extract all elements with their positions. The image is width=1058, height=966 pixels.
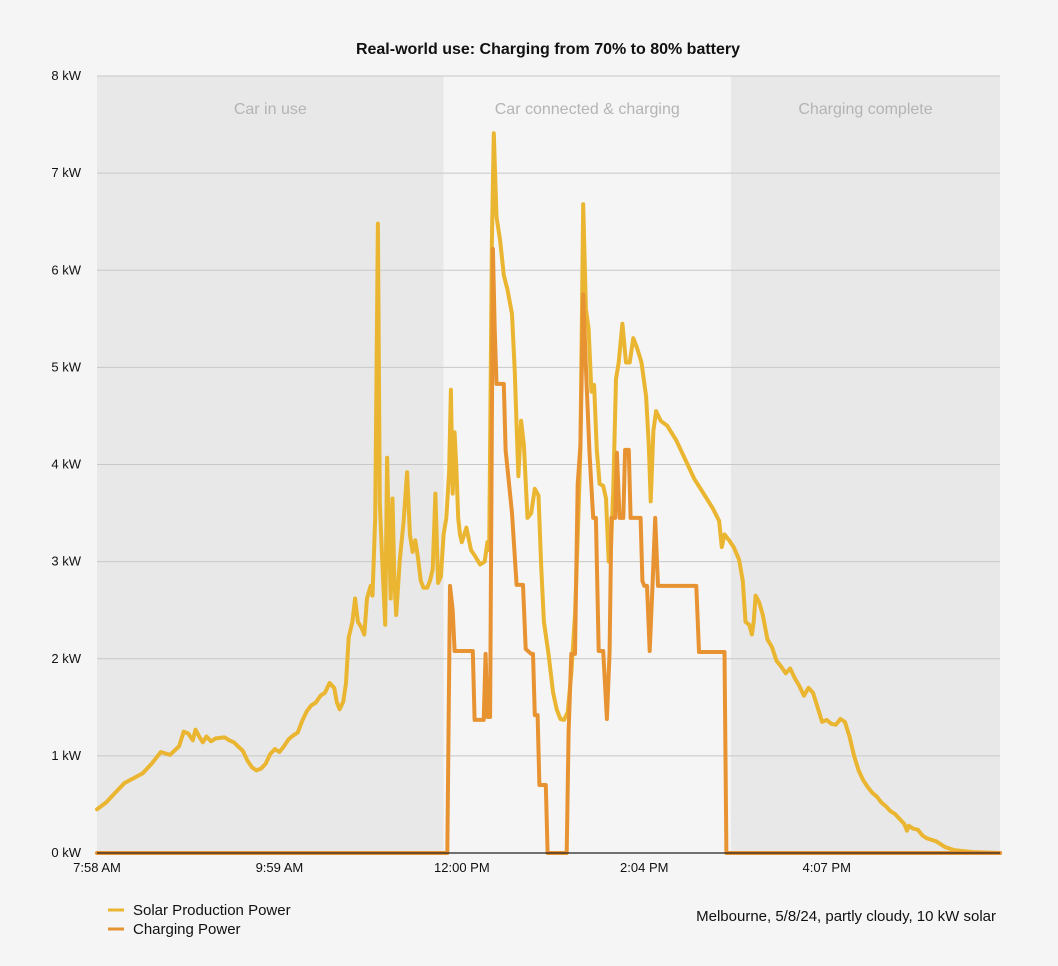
- legend: Solar Production Power Charging Power: [108, 902, 291, 938]
- axes: 0 kW 1 kW 2 kW 3 kW 4 kW 5 kW 6 kW 7 kW 8 kW 7:58…: [51, 68, 1000, 875]
- y-tick-label: 4 kW: [51, 457, 81, 472]
- x-tick-label: 9:59 AM: [256, 860, 304, 875]
- series-line-charging: [95, 246, 1002, 855]
- band-labels: Car in use Car connected & charging Chargi…: [234, 101, 933, 118]
- y-tick-label: 2 kW: [51, 651, 81, 666]
- x-tick-label: 4:07 PM: [802, 860, 850, 875]
- x-tick-label: 2:04 PM: [620, 860, 668, 875]
- y-tick-label: 3 kW: [51, 554, 81, 569]
- y-tick-label: 6 kW: [51, 262, 81, 277]
- y-tick-label: 1 kW: [51, 748, 81, 763]
- y-tick-label: 0 kW: [51, 845, 81, 860]
- band-label-1: Car connected & charging: [495, 101, 680, 118]
- y-tick-label: 7 kW: [51, 165, 81, 180]
- y-tick-label: 8 kW: [51, 68, 81, 83]
- band-label-2: Charging complete: [798, 101, 932, 118]
- chart-title: Real-world use: Charging from 70% to 80%…: [356, 41, 740, 58]
- series-line-solar: [95, 131, 1002, 855]
- x-tick-label: 7:58 AM: [73, 860, 121, 875]
- legend-label-charging: Charging Power: [133, 921, 241, 938]
- chart-annotation: Melbourne, 5/8/24, partly cloudy, 10 kW …: [696, 908, 996, 925]
- y-tick-label: 5 kW: [51, 359, 81, 374]
- series-lines: [95, 131, 1002, 855]
- band-label-0: Car in use: [234, 101, 307, 118]
- x-tick-label: 12:00 PM: [434, 860, 490, 875]
- legend-label-solar: Solar Production Power: [133, 902, 291, 919]
